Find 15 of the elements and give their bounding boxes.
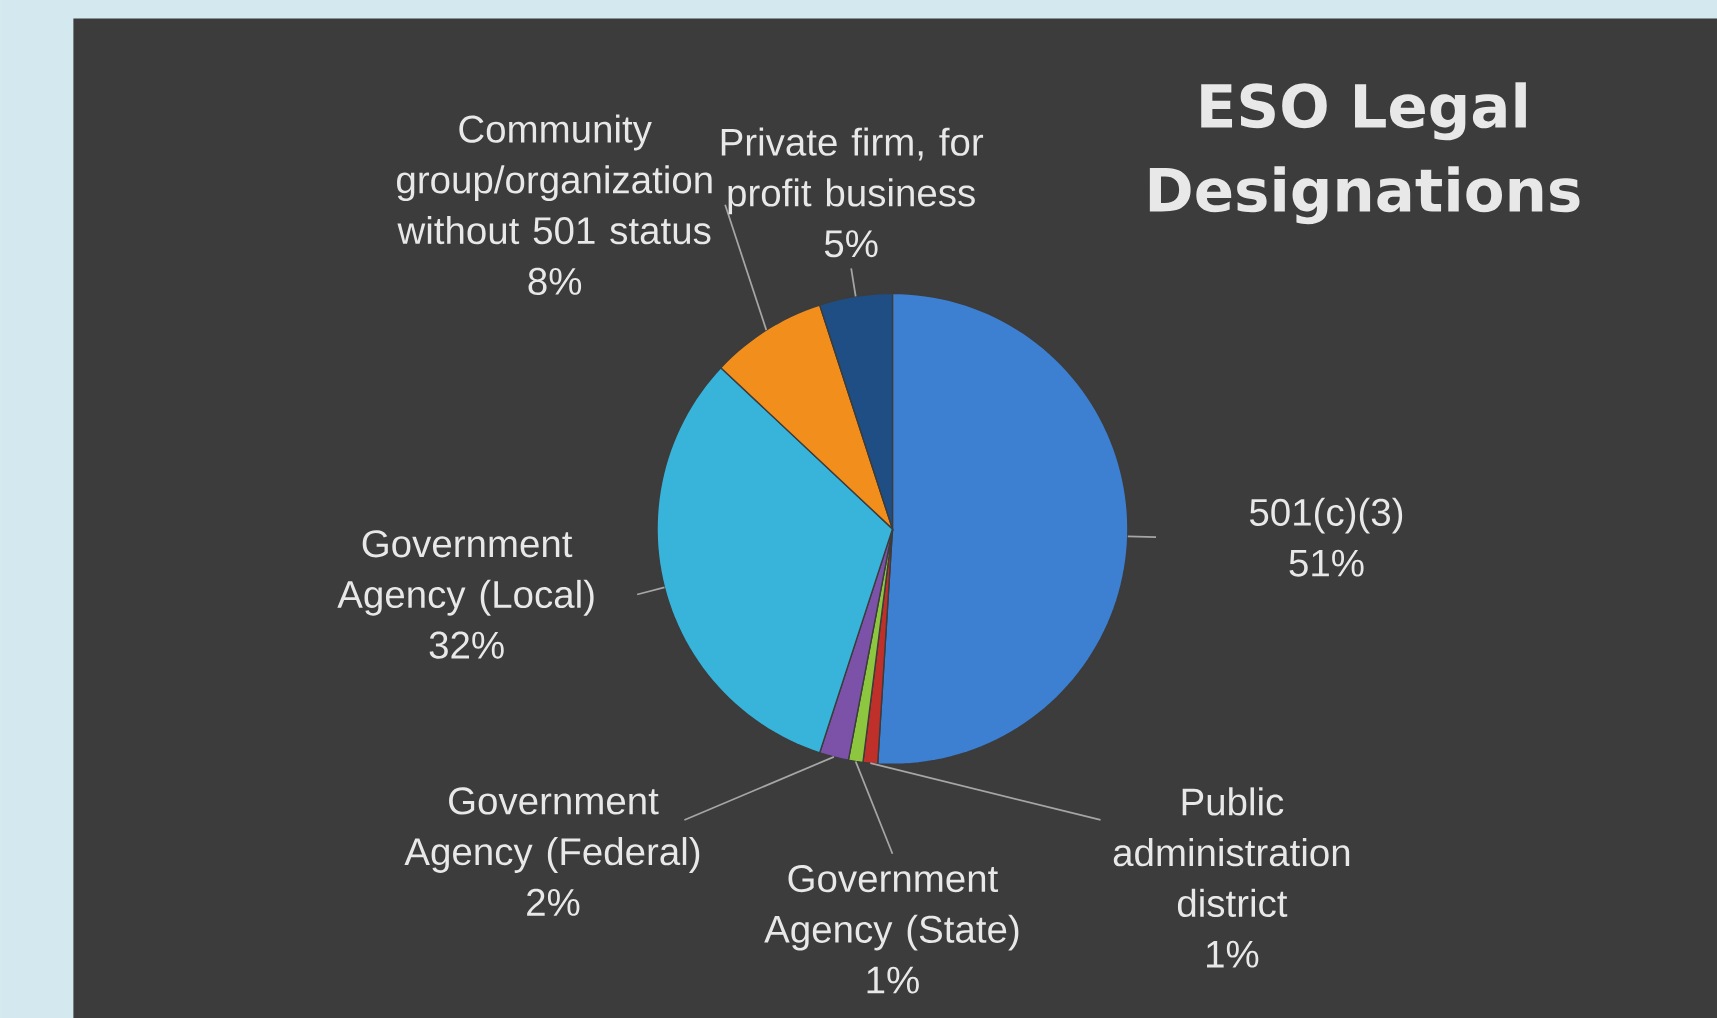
data-label: 1% [867,966,919,994]
data-label: 5% [824,230,878,258]
slice-label: Community group/organization without 501 status [397,114,712,245]
slice-label: Government Agency (Local) [337,530,594,616]
data-label: 51% [1289,549,1364,577]
data-label: 32% [429,631,504,659]
slice-label: Government Agency (Federal) [404,787,700,873]
slice-label: Private firm, for profit business [721,127,984,214]
data-label: 8% [528,267,582,295]
slice-label: Government Agency (State) [764,864,1019,951]
chart-title: ESO Legal Designations [1149,82,1580,225]
slice-label: 501(c)(3) [1249,497,1403,534]
slice-label: Public administration district [1113,787,1350,917]
data-label: 1% [1207,940,1259,968]
data-label: 2% [527,888,580,916]
